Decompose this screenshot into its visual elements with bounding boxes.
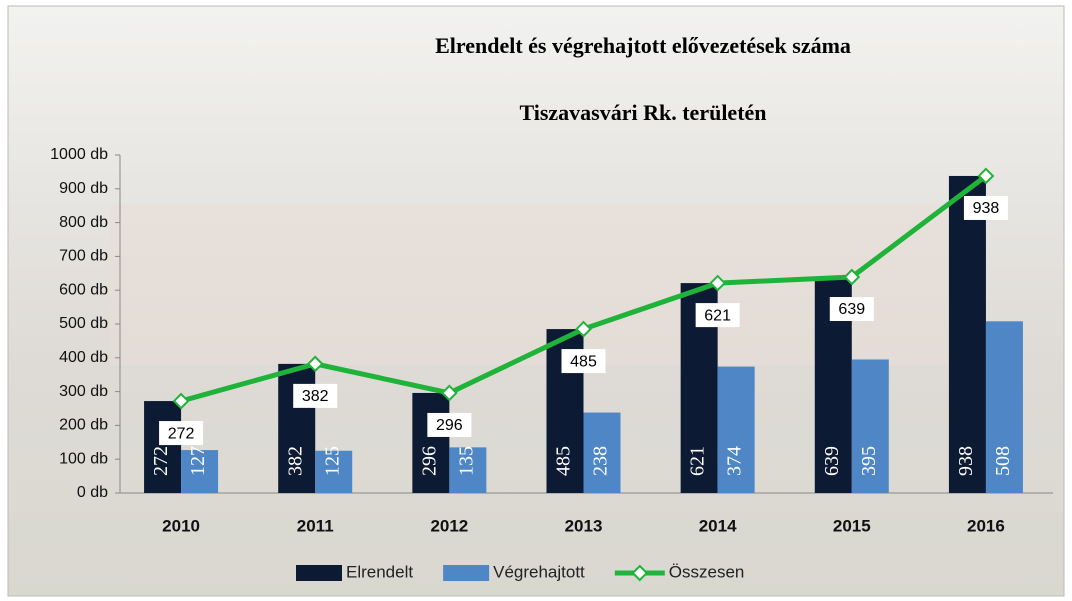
y-tick-label: 100 db [59, 450, 108, 467]
bar [315, 450, 353, 493]
bar [985, 321, 1023, 493]
y-tick-label: 0 db [77, 484, 108, 501]
bar-value-label: 508 [992, 446, 1014, 476]
bar [412, 392, 450, 493]
legend-swatch [296, 565, 342, 581]
bar-value-label: 382 [284, 446, 306, 476]
bar [851, 359, 889, 493]
bar [717, 366, 755, 493]
legend-label: Összesen [669, 562, 745, 581]
bar-value-label: 127 [187, 446, 209, 476]
bar-value-label: 395 [858, 446, 880, 476]
x-tick-label: 2013 [565, 516, 603, 535]
bar [583, 412, 621, 493]
line-label-box [561, 349, 606, 374]
bar-value-label: 621 [687, 446, 709, 476]
line-marker [575, 320, 592, 338]
bar-value-label: 272 [150, 446, 172, 476]
chart-title: Elrendelt és végrehajtott elővezetések s… [435, 33, 851, 58]
line-marker [977, 167, 995, 185]
bar-value-label: 938 [955, 446, 977, 476]
legend-label: Elrendelt [346, 562, 413, 581]
legend-swatch [443, 565, 490, 581]
legend-label: Végrehajtott [493, 562, 585, 581]
bar-value-label: 125 [321, 446, 343, 476]
y-tick-label: 800 db [59, 214, 108, 231]
line-label-box [695, 303, 740, 328]
line-label-box [829, 297, 874, 322]
bar-value-label: 374 [724, 446, 746, 476]
line-marker [306, 355, 324, 373]
bar-value-label: 639 [821, 446, 843, 476]
bar-value-label: 296 [418, 446, 440, 476]
x-tick-label: 2012 [430, 516, 468, 535]
bar [181, 450, 219, 493]
legend-marker [631, 564, 649, 582]
y-tick-label: 300 db [59, 383, 108, 400]
y-tick-label: 1000 db [50, 146, 108, 163]
line-marker [843, 268, 861, 286]
chart-subtitle: Tiszavasvári Rk. területén [519, 100, 766, 125]
y-tick-label: 600 db [59, 281, 108, 298]
line-label-box [293, 383, 338, 408]
line-marker [440, 384, 458, 402]
bar-value-label: 485 [553, 446, 575, 476]
x-tick-label: 2010 [162, 516, 200, 535]
line-value-label: 639 [838, 301, 865, 318]
x-tick-label: 2015 [833, 516, 871, 535]
y-tick-label: 900 db [59, 180, 108, 197]
line-value-label: 938 [973, 200, 1000, 217]
line-value-label: 485 [570, 353, 597, 370]
line-label-box [159, 421, 204, 446]
line-label-box [963, 195, 1008, 220]
line-label-box [427, 412, 472, 437]
line-marker [172, 392, 190, 410]
line-value-label: 272 [168, 425, 195, 442]
bar-value-label: 135 [455, 446, 477, 476]
y-tick-label: 200 db [59, 417, 108, 434]
bar [449, 447, 487, 493]
y-tick-label: 500 db [59, 315, 108, 332]
bar [948, 175, 986, 493]
line-marker [709, 274, 727, 292]
line-value-label: 621 [704, 307, 731, 324]
x-tick-label: 2016 [967, 516, 1005, 535]
bar [144, 401, 182, 493]
line-value-label: 382 [302, 388, 329, 405]
bar-value-label: 238 [590, 446, 612, 476]
line-value-label: 296 [436, 417, 463, 434]
x-tick-label: 2014 [699, 516, 737, 535]
y-tick-label: 700 db [59, 248, 108, 265]
x-tick-label: 2011 [297, 516, 334, 535]
y-tick-label: 400 db [59, 349, 108, 366]
